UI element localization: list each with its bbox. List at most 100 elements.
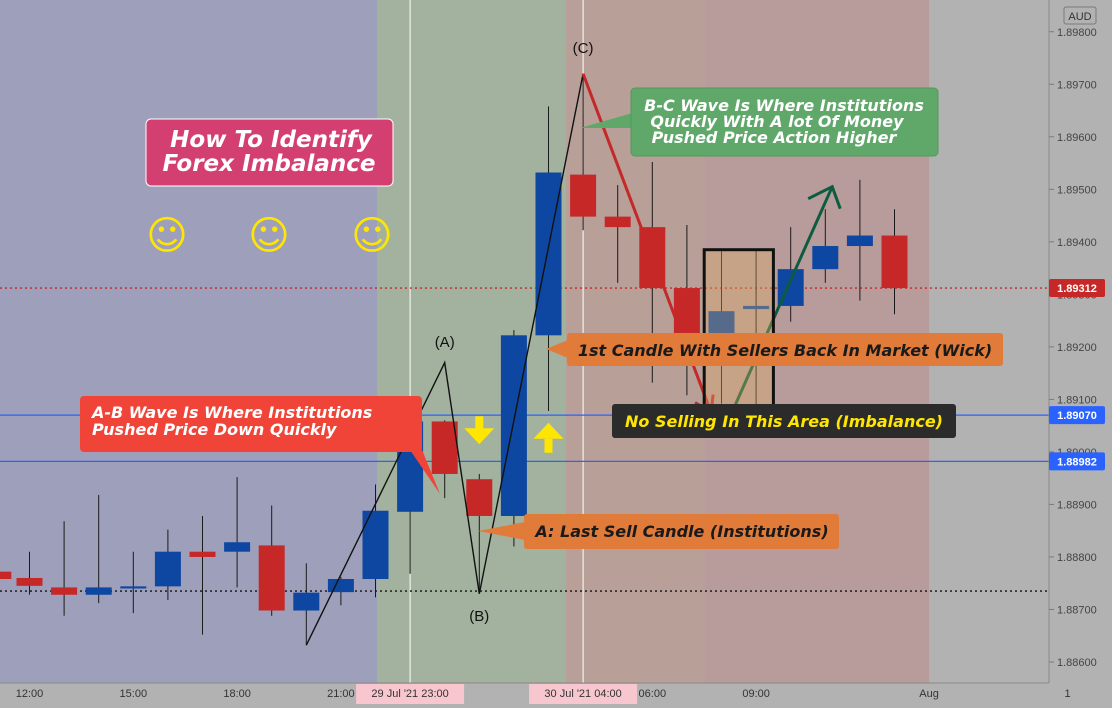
candle-0[interactable]	[0, 567, 12, 580]
candle-body	[535, 172, 562, 336]
y-tick-label: 1.89200	[1057, 342, 1097, 354]
candle-body	[189, 551, 216, 557]
price-label-0[interactable]: 1.89312	[1049, 279, 1105, 298]
candle-17[interactable]	[570, 73, 597, 231]
y-tick-label: 1.88700	[1057, 604, 1097, 616]
candle-26[interactable]	[881, 209, 908, 315]
candle-7[interactable]	[224, 477, 251, 588]
currency-badge[interactable]: AUD	[1068, 11, 1091, 23]
candle-body	[51, 587, 78, 595]
x-highlight-label-0[interactable]: 29 Jul '21 23:00	[356, 684, 465, 704]
candle-6[interactable]	[189, 515, 216, 635]
green-arrow-head	[807, 184, 842, 210]
x-tick-label: 15:00	[120, 688, 148, 700]
x-highlight-text: 29 Jul '21 23:00	[371, 688, 448, 700]
y-tick-label: 1.89100	[1057, 394, 1097, 406]
candle-body	[466, 479, 493, 516]
no-selling-callout: No Selling In This Area (Imbalance)	[612, 404, 956, 438]
last-sell-callout: A: Last Sell Candle (Institutions)	[478, 514, 839, 549]
wave-point-label: (C)	[573, 40, 594, 57]
candle-body	[570, 174, 597, 217]
candle-body	[16, 577, 43, 586]
candle-24[interactable]	[812, 209, 839, 283]
price-label-text: 1.89070	[1057, 410, 1097, 422]
candle-3[interactable]	[85, 494, 112, 604]
y-tick-label: 1.89800	[1057, 27, 1097, 39]
last-sell-text: A: Last Sell Candle (Institutions)	[533, 522, 828, 541]
candle-16[interactable]	[535, 106, 562, 411]
x-tick-label: 06:00	[639, 688, 667, 700]
candle-18[interactable]	[604, 185, 631, 283]
y-tick-label: 1.89700	[1057, 79, 1097, 91]
y-tick-label: 1.88800	[1057, 552, 1097, 564]
price-label-1[interactable]: 1.89070	[1049, 406, 1105, 425]
candle-body	[846, 235, 873, 247]
ab-wave-line-1: A-B Wave Is Where Institutions	[90, 403, 372, 422]
y-tick-label: 1.88600	[1057, 657, 1097, 669]
candle-body	[431, 421, 458, 474]
candle-5[interactable]	[154, 529, 181, 601]
price-label-text: 1.89312	[1057, 283, 1097, 295]
title-callout: How To Identify Forex Imbalance	[145, 118, 394, 187]
candle-25[interactable]	[846, 179, 873, 301]
ab-wave-line-2: Pushed Price Down Quickly	[92, 420, 337, 439]
price-label-text: 1.88982	[1057, 456, 1097, 468]
x-tick-label: 12:00	[16, 688, 44, 700]
candle-22[interactable]	[743, 251, 770, 409]
bc-wave-line-3: Pushed Price Action Higher	[652, 128, 898, 147]
no-selling-text: No Selling In This Area (Imbalance)	[625, 412, 943, 431]
candle-body	[120, 586, 147, 589]
candle-body	[293, 592, 320, 611]
candle-8[interactable]	[258, 505, 285, 616]
green-arrow	[730, 186, 834, 414]
candle-body	[327, 579, 354, 593]
candle-body	[258, 545, 285, 611]
candle-body	[85, 587, 112, 595]
first-candle-callout: 1st Candle With Sellers Back In Market (…	[546, 333, 1003, 366]
x-highlight-label-1[interactable]: 30 Jul '21 04:00	[529, 684, 638, 704]
title-line-2: Forex Imbalance	[162, 151, 375, 177]
candle-body	[881, 235, 908, 289]
candle-13[interactable]	[431, 420, 458, 499]
candle-body	[812, 246, 839, 270]
candle-body	[0, 571, 12, 580]
candle-body	[604, 216, 631, 228]
candle-body	[500, 335, 527, 516]
candle-9[interactable]	[293, 563, 320, 646]
candle-14[interactable]	[466, 473, 493, 590]
y-tick-label: 1.88900	[1057, 499, 1097, 511]
bc-wave-line-2: Quickly With A lot Of Money	[650, 112, 904, 131]
bc-wave-line-1: B-C Wave Is Where Institutions	[644, 96, 924, 115]
ab-wave-callout: A-B Wave Is Where Institutions Pushed Pr…	[80, 396, 440, 494]
y-tick-label: 1.89400	[1057, 237, 1097, 249]
smiley-icon: ☺	[351, 213, 393, 259]
first-candle-text: 1st Candle With Sellers Back In Market (…	[578, 341, 992, 360]
y-tick-label: 1.89600	[1057, 132, 1097, 144]
candle-2[interactable]	[51, 521, 78, 616]
x-tick-label: 1	[1064, 688, 1070, 700]
candle-4[interactable]	[120, 551, 147, 614]
x-tick-label: 18:00	[223, 688, 251, 700]
yellow-down-arrow-0	[464, 416, 495, 445]
x-tick-label: Aug	[919, 688, 939, 700]
smiley-icon: ☺	[248, 213, 290, 259]
abc-wave-line	[305, 73, 584, 646]
session-band-1	[0, 0, 378, 683]
wave-point-label: (B)	[469, 608, 489, 625]
x-tick-label: 09:00	[742, 688, 770, 700]
time-axis[interactable]: 12:00 15:00 18:00 21:00 06:00 09:00 Aug 1 29 Jul…	[0, 682, 1112, 708]
smiley-icon: ☺	[146, 213, 188, 259]
bc-wave-callout: B-C Wave Is Where Institutions Quickly W…	[580, 87, 939, 157]
session-band-2	[377, 0, 566, 683]
imbalance-box	[702, 248, 775, 415]
price-label-2[interactable]: 1.88982	[1049, 452, 1105, 471]
candle-15[interactable]	[500, 330, 527, 547]
y-tick-label: 1.89500	[1057, 184, 1097, 196]
candle-1[interactable]	[16, 551, 43, 595]
candle-body	[224, 542, 251, 552]
price-axis[interactable]: 1.89800 1.89700 1.89600 1.89500 1.89400 1.893…	[1048, 0, 1112, 708]
yellow-up-arrow-0	[533, 422, 564, 453]
candle-body	[154, 551, 181, 587]
